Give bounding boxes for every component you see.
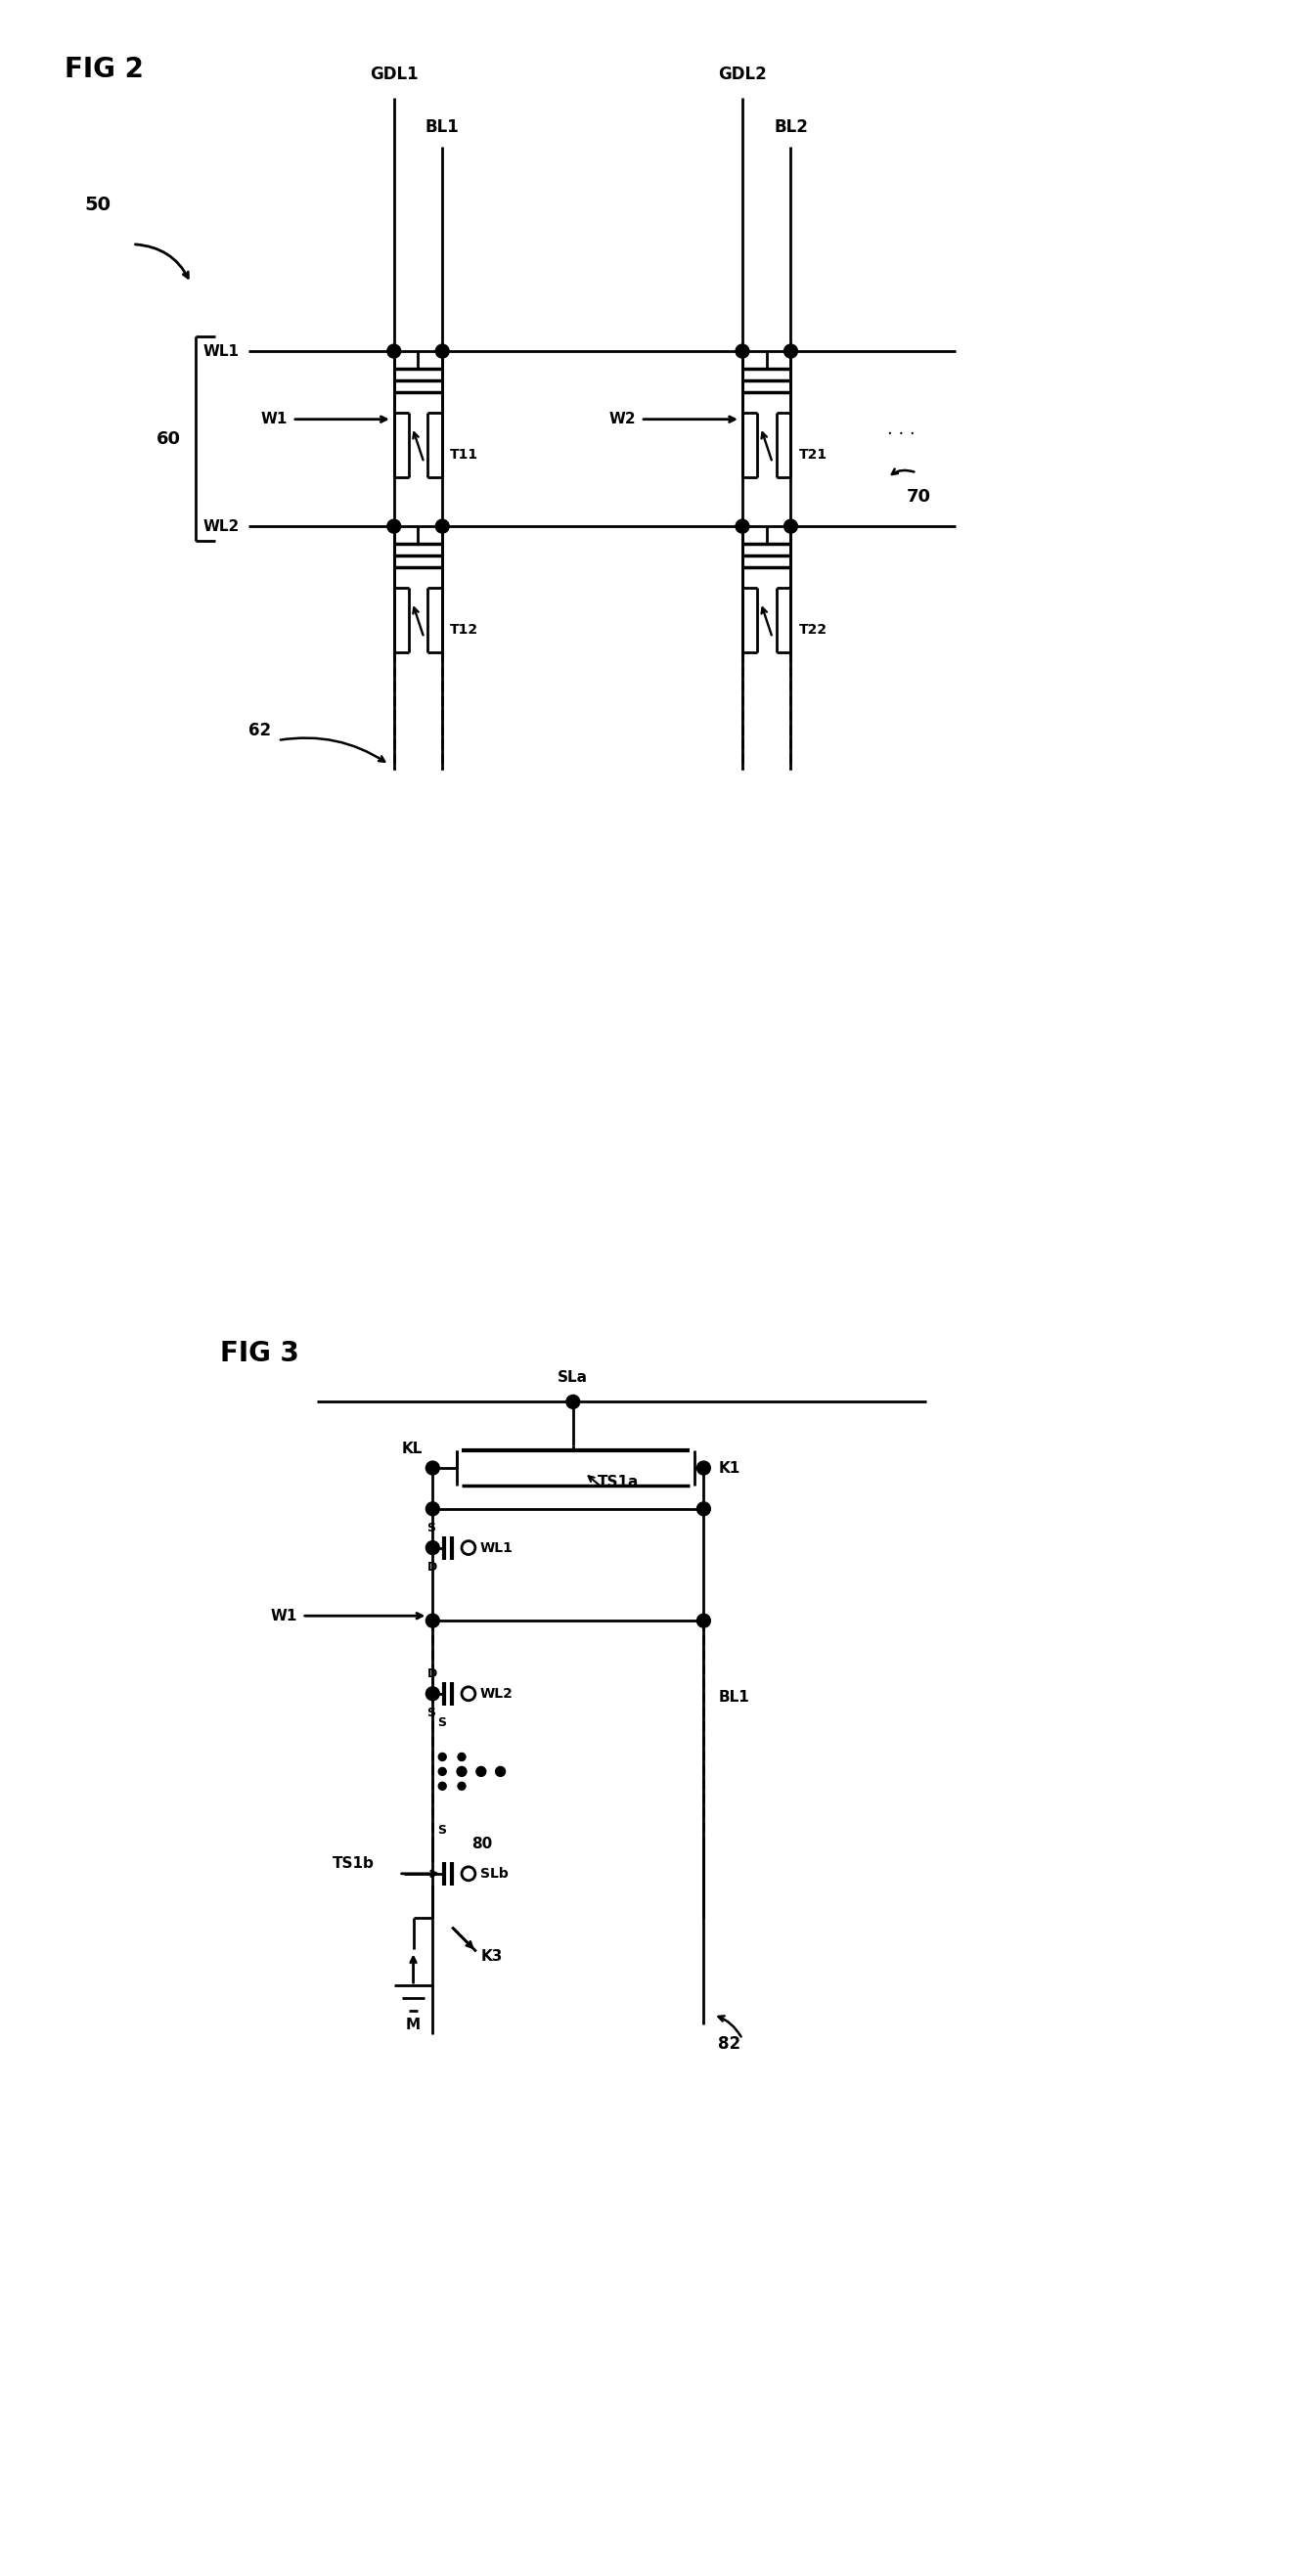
Text: 82: 82	[719, 2035, 741, 2053]
Circle shape	[388, 520, 401, 533]
Text: 50: 50	[84, 196, 110, 214]
Text: S: S	[437, 1824, 446, 1837]
Circle shape	[735, 345, 750, 358]
Text: W1: W1	[261, 412, 288, 428]
Text: S: S	[437, 1716, 446, 1728]
Circle shape	[783, 345, 798, 358]
Text: TS1b: TS1b	[332, 1857, 375, 1870]
Circle shape	[495, 1767, 506, 1777]
Text: W2: W2	[608, 412, 636, 428]
Circle shape	[457, 1767, 467, 1777]
Circle shape	[458, 1783, 466, 1790]
Circle shape	[425, 1461, 440, 1476]
Text: FIG 3: FIG 3	[219, 1340, 298, 1368]
Text: WL1: WL1	[480, 1540, 514, 1553]
Text: BL2: BL2	[774, 118, 808, 137]
Circle shape	[425, 1502, 440, 1515]
Text: SLb: SLb	[480, 1868, 508, 1880]
Circle shape	[696, 1502, 711, 1515]
Circle shape	[462, 1868, 475, 1880]
Circle shape	[436, 345, 449, 358]
Circle shape	[735, 520, 750, 533]
Text: K1: K1	[719, 1461, 741, 1476]
Text: D: D	[427, 1561, 437, 1574]
Circle shape	[462, 1687, 475, 1700]
Circle shape	[462, 1540, 475, 1553]
Circle shape	[696, 1615, 711, 1628]
Circle shape	[425, 1687, 440, 1700]
Circle shape	[783, 520, 798, 533]
Text: T12: T12	[450, 623, 479, 636]
Text: T21: T21	[799, 448, 827, 461]
Circle shape	[425, 1540, 440, 1553]
Text: 80: 80	[471, 1837, 492, 1852]
Text: 60: 60	[157, 430, 182, 448]
Text: 62: 62	[249, 721, 271, 739]
Circle shape	[436, 520, 449, 533]
Text: WL2: WL2	[202, 518, 239, 533]
Circle shape	[458, 1754, 466, 1762]
Text: WL1: WL1	[202, 343, 239, 358]
Text: KL: KL	[402, 1440, 423, 1455]
Circle shape	[567, 1396, 580, 1409]
Text: D: D	[427, 1667, 437, 1680]
Text: GDL1: GDL1	[370, 64, 418, 82]
Text: S: S	[427, 1522, 436, 1535]
Text: T11: T11	[450, 448, 479, 461]
Circle shape	[438, 1767, 446, 1775]
Circle shape	[425, 1615, 440, 1628]
Circle shape	[388, 345, 401, 358]
Text: T22: T22	[799, 623, 827, 636]
Circle shape	[458, 1767, 466, 1775]
Text: S: S	[427, 1708, 436, 1721]
Circle shape	[696, 1461, 711, 1476]
Circle shape	[476, 1767, 486, 1777]
Text: FIG 2: FIG 2	[65, 54, 144, 82]
Circle shape	[438, 1783, 446, 1790]
Text: K3: K3	[481, 1950, 503, 1963]
Text: BL1: BL1	[425, 118, 459, 137]
Text: TS1a: TS1a	[597, 1476, 638, 1489]
Text: 70: 70	[907, 489, 931, 505]
Text: W1: W1	[270, 1607, 297, 1623]
Circle shape	[438, 1754, 446, 1762]
Text: WL2: WL2	[480, 1687, 514, 1700]
Text: BL1: BL1	[719, 1690, 750, 1705]
Text: SLa: SLa	[558, 1370, 588, 1386]
Text: GDL2: GDL2	[719, 64, 767, 82]
Text: . . .: . . .	[887, 420, 916, 438]
Text: M: M	[406, 2017, 420, 2032]
